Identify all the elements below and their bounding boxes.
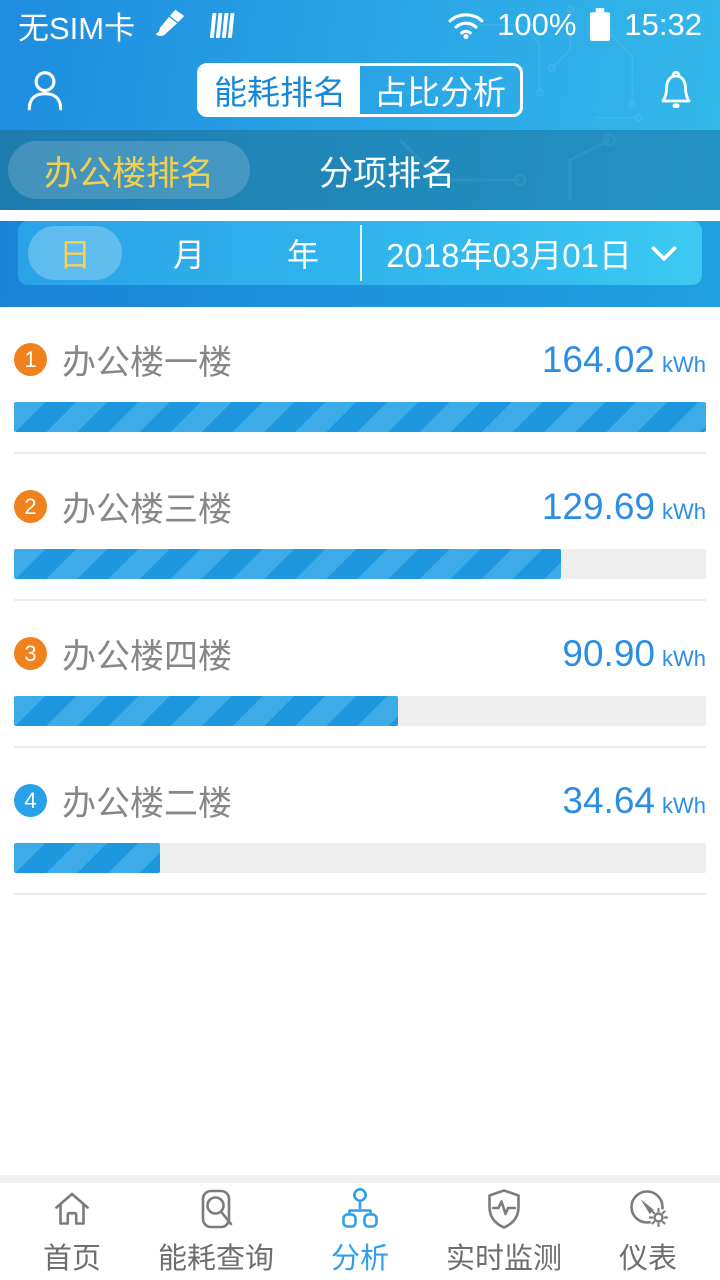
tab-energy-ranking[interactable]: 能耗排名 <box>200 66 360 114</box>
rank-badge: 4 <box>14 784 47 817</box>
nav-top-strip <box>0 1175 720 1183</box>
ranking-row-head: 3 办公楼四楼 90.90 kWh <box>14 629 706 678</box>
ranking-row-head: 1 办公楼一楼 164.02 kWh <box>14 335 706 384</box>
tab-label: 占比分析 <box>374 74 506 111</box>
tab-label: 能耗排名 <box>214 74 346 111</box>
bar-track <box>14 696 706 726</box>
notification-button[interactable] <box>654 67 698 113</box>
nav-item-home[interactable]: 首页 <box>0 1186 144 1277</box>
date-picker[interactable]: 2018年03月01日 <box>362 229 702 277</box>
nav-label: 仪表 <box>618 1243 677 1275</box>
wifi-icon <box>448 13 484 40</box>
rank-badge: 1 <box>14 343 47 376</box>
status-right-group: 100% 15:32 <box>447 7 702 43</box>
date-filter-panel: 日 月 年 2018年03月01日 <box>18 221 702 285</box>
nav-item-realtime-monitoring[interactable]: 实时监测 <box>432 1186 576 1277</box>
ranking-row-head: 2 办公楼三楼 129.69 kWh <box>14 482 706 531</box>
status-left-group: 无SIM卡 <box>18 3 237 48</box>
value-unit: kWh <box>662 351 706 377</box>
period-option-year[interactable]: 年 <box>246 230 360 276</box>
ranking-row[interactable]: 2 办公楼三楼 129.69 kWh <box>14 454 706 601</box>
selected-date-label: 2018年03月01日 <box>386 237 632 274</box>
building-name: 办公楼三楼 <box>62 491 232 529</box>
subtab-building-ranking[interactable]: 办公楼排名 <box>8 141 250 199</box>
bar-fill <box>14 696 398 726</box>
nav-item-energy-query[interactable]: 能耗查询 <box>144 1186 288 1277</box>
search-icon <box>201 1189 233 1229</box>
panel-divider <box>360 225 362 281</box>
sub-tab-row: 办公楼排名 分项排名 <box>0 130 720 210</box>
period-option-day[interactable]: 日 <box>18 226 132 280</box>
bar-track <box>14 843 706 873</box>
org-chart-icon <box>342 1187 378 1228</box>
value-unit: kWh <box>662 498 706 524</box>
shield-pulse-icon <box>488 1189 520 1229</box>
period-label: 日 <box>58 237 91 273</box>
nav-item-meter[interactable]: 仪表 <box>576 1186 720 1277</box>
ranking-row[interactable]: 3 办公楼四楼 90.90 kWh <box>14 601 706 748</box>
carrier-label: 无SIM卡 <box>18 10 136 46</box>
ranking-list: 1 办公楼一楼 164.02 kWh 2 办公楼三楼 129.69 kWh <box>0 307 720 895</box>
building-name: 办公楼二楼 <box>62 785 232 823</box>
status-bar: 无SIM卡 100% <box>0 0 720 50</box>
subtab-label: 分项排名 <box>319 154 455 193</box>
period-label: 月 <box>172 237 205 273</box>
date-filter-row: 日 月 年 2018年03月01日 <box>0 221 720 307</box>
value-unit: kWh <box>662 645 706 671</box>
building-name: 办公楼四楼 <box>62 638 232 676</box>
ranking-row[interactable]: 1 办公楼一楼 164.02 kWh <box>14 307 706 454</box>
value-number: 129.69 <box>541 485 655 527</box>
energy-value: 90.90 kWh <box>562 633 706 675</box>
value-number: 90.90 <box>562 632 655 674</box>
tab-proportion-analysis[interactable]: 占比分析 <box>360 66 520 114</box>
brush-icon <box>155 9 185 37</box>
home-icon <box>55 1192 89 1225</box>
bell-icon <box>661 70 691 108</box>
ranking-row[interactable]: 4 办公楼二楼 34.64 kWh <box>14 748 706 895</box>
value-number: 164.02 <box>541 338 655 380</box>
ranking-row-head: 4 办公楼二楼 34.64 kWh <box>14 776 706 825</box>
subtab-category-ranking[interactable]: 分项排名 <box>266 146 508 195</box>
nav-label: 首页 <box>42 1243 101 1275</box>
period-day-pill: 日 <box>28 226 122 280</box>
bar-fill <box>14 843 161 873</box>
bar-track <box>14 402 706 432</box>
bar-track <box>14 549 706 579</box>
chevron-down-icon <box>651 245 677 261</box>
clock-label: 15:32 <box>624 7 702 42</box>
nav-label: 能耗查询 <box>157 1243 274 1275</box>
value-unit: kWh <box>662 792 706 818</box>
bar-fill <box>14 549 562 579</box>
bar-fill <box>14 402 706 432</box>
bottom-tab-bar: 首页 能耗查询 分析 <box>0 1183 720 1280</box>
energy-value: 164.02 kWh <box>542 339 706 381</box>
gauge-icon <box>630 1190 669 1228</box>
building-name: 办公楼一楼 <box>62 344 232 382</box>
top-header-block: 无SIM卡 100% <box>0 0 720 130</box>
nav-label: 分析 <box>330 1243 389 1275</box>
energy-value: 129.69 kWh <box>542 486 706 528</box>
header-tab-switcher: 能耗排名 占比分析 <box>197 63 523 117</box>
app-header: 能耗排名 占比分析 <box>0 50 720 130</box>
rank-badge: 3 <box>14 637 47 670</box>
person-icon <box>27 71 63 111</box>
nav-label: 实时监测 <box>445 1243 562 1275</box>
bars-icon <box>210 13 235 38</box>
value-number: 34.64 <box>562 779 655 821</box>
subtab-label: 办公楼排名 <box>44 154 214 193</box>
profile-button[interactable] <box>22 67 68 113</box>
period-option-month[interactable]: 月 <box>132 230 246 276</box>
energy-value: 34.64 kWh <box>562 780 706 822</box>
nav-item-analysis[interactable]: 分析 <box>288 1186 432 1277</box>
rank-badge: 2 <box>14 490 47 523</box>
period-label: 年 <box>286 237 319 273</box>
battery-percent-label: 100% <box>497 7 577 42</box>
battery-icon <box>590 8 611 41</box>
